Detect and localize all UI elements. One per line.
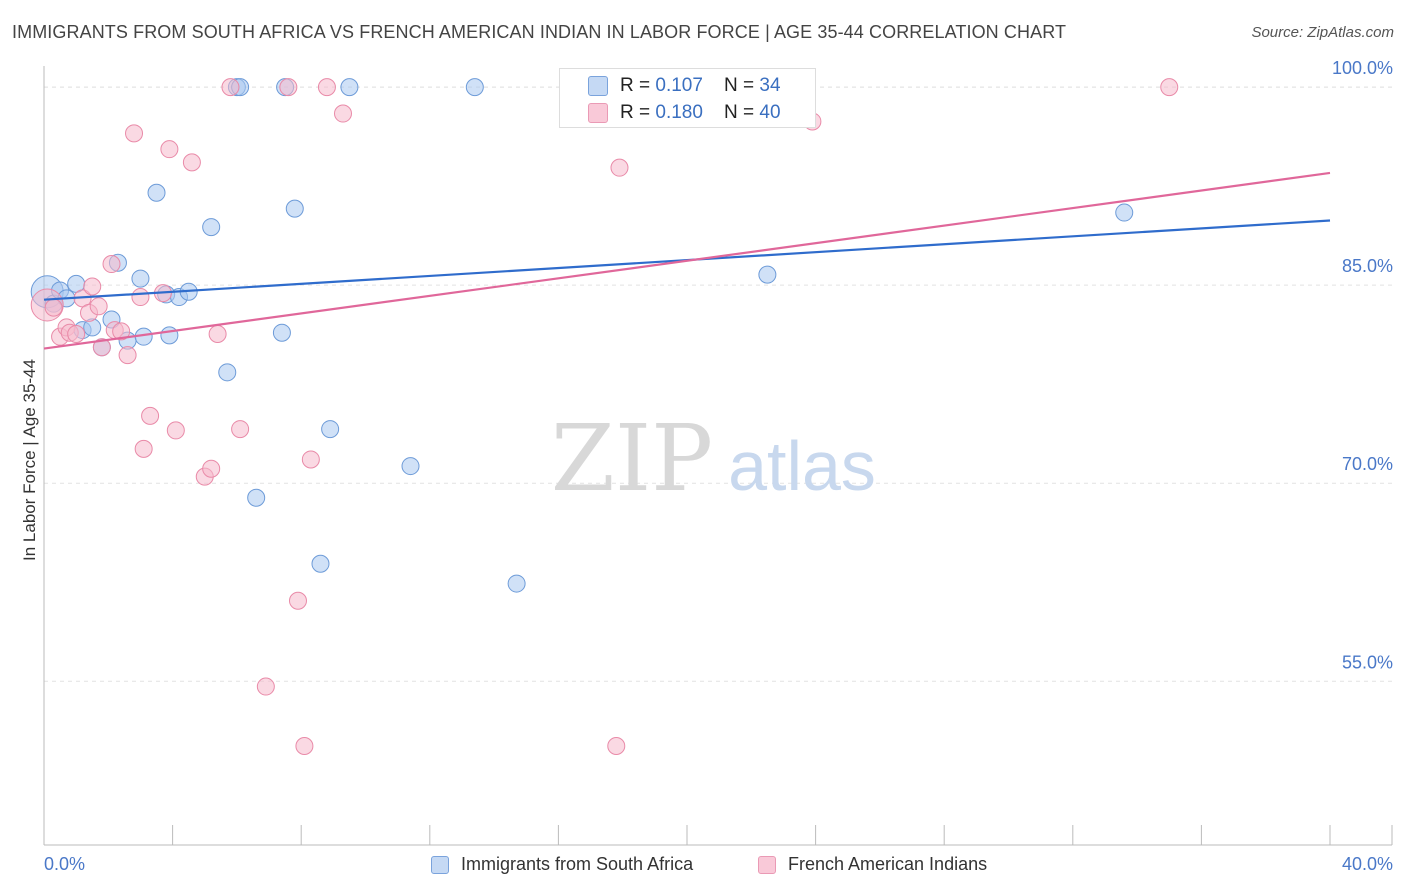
- pink-swatch: [588, 103, 608, 123]
- point-south-africa: [311, 554, 330, 573]
- axes: [43, 66, 1393, 846]
- point-french-american-indian: [182, 153, 201, 172]
- x-tick-label: 40.0%: [1342, 854, 1393, 874]
- legend-swatch-pink: [758, 855, 776, 874]
- n-label: N =: [724, 102, 760, 123]
- legend-item-south-africa[interactable]: Immigrants from South Africa: [431, 854, 693, 875]
- stats-legend: R = 0.107 N = 34 R = 0.180 N = 40: [559, 68, 816, 128]
- legend-item-french-american-indians[interactable]: French American Indians: [758, 854, 987, 875]
- point-south-africa: [131, 269, 150, 288]
- point-french-american-indian: [1160, 78, 1179, 97]
- watermark-atlas: atlas: [728, 427, 876, 505]
- point-south-africa: [465, 78, 484, 97]
- stats-text-pink: R = 0.180 N = 40: [620, 102, 781, 124]
- point-french-american-indian: [256, 677, 275, 696]
- point-french-american-indian: [102, 255, 121, 274]
- r-value: 0.180: [655, 102, 703, 123]
- trend-line-french-american-indians: [43, 171, 1331, 350]
- point-french-american-indian: [92, 338, 111, 357]
- point-french-american-indian: [607, 736, 626, 755]
- point-french-american-indian: [67, 325, 86, 344]
- point-south-africa: [758, 265, 777, 284]
- point-french-american-indian: [333, 104, 352, 123]
- point-south-africa: [285, 199, 304, 218]
- source-label: Source: ZipAtlas.com: [1251, 24, 1394, 41]
- y-tick-label: 100.0%: [1332, 58, 1393, 78]
- point-french-american-indian: [288, 591, 307, 610]
- tick-labels: 55.0% 70.0% 85.0% 100.0% 0.0% 40.0%: [44, 58, 1393, 874]
- y-tick-label: 70.0%: [1342, 454, 1393, 474]
- point-south-africa: [218, 363, 237, 382]
- point-south-africa: [160, 326, 179, 345]
- point-french-american-indian: [301, 450, 320, 469]
- point-french-american-indian: [134, 439, 153, 458]
- point-french-american-indian: [131, 288, 150, 307]
- data-points: [30, 78, 1179, 755]
- n-value: 34: [759, 75, 781, 96]
- point-french-american-indian: [610, 158, 629, 177]
- point-south-africa: [202, 218, 221, 237]
- point-french-american-indian: [44, 298, 63, 317]
- chart-title: IMMIGRANTS FROM SOUTH AFRICA VS FRENCH A…: [12, 22, 1067, 42]
- point-french-american-indian: [125, 124, 144, 143]
- point-south-africa: [272, 323, 291, 342]
- watermark: ZIP atlas: [551, 405, 876, 512]
- point-south-africa: [247, 488, 266, 507]
- point-south-africa: [147, 183, 166, 202]
- r-value: 0.107: [655, 75, 703, 96]
- bottom-legend: Immigrants from South Africa French Amer…: [0, 850, 1406, 880]
- point-french-american-indian: [221, 78, 240, 97]
- point-french-american-indian: [141, 406, 160, 425]
- point-french-american-indian: [112, 322, 131, 341]
- point-french-american-indian: [83, 277, 102, 296]
- watermark-zip: ZIP: [551, 405, 713, 512]
- point-french-american-indian: [160, 140, 179, 159]
- point-south-africa: [1115, 203, 1134, 222]
- stats-text-blue: R = 0.107 N = 34: [620, 75, 781, 97]
- legend-label-south-africa: Immigrants from South Africa: [461, 854, 694, 874]
- r-label: R =: [620, 102, 656, 123]
- point-french-american-indian: [279, 78, 298, 97]
- n-value: 40: [759, 102, 781, 123]
- point-french-american-indian: [202, 459, 221, 478]
- r-label: R =: [620, 75, 656, 96]
- point-french-american-indian: [118, 346, 137, 365]
- trend-lines: [43, 171, 1331, 350]
- point-south-africa: [401, 457, 420, 476]
- point-french-american-indian: [231, 420, 250, 439]
- blue-swatch: [588, 76, 608, 96]
- legend-swatch-blue: [431, 855, 449, 874]
- point-south-africa: [321, 420, 340, 439]
- legend-label-french-american-indians: French American Indians: [788, 854, 988, 874]
- grid-lines: [44, 86, 1392, 682]
- x-tick-label: 0.0%: [44, 854, 85, 874]
- y-tick-label: 55.0%: [1342, 652, 1393, 672]
- point-french-american-indian: [208, 325, 227, 344]
- point-french-american-indian: [317, 78, 336, 97]
- point-french-american-indian: [166, 421, 185, 440]
- point-south-africa: [507, 574, 526, 593]
- n-label: N =: [724, 75, 760, 96]
- y-tick-label: 85.0%: [1342, 256, 1393, 276]
- point-french-american-indian: [89, 297, 108, 316]
- point-french-american-indian: [295, 736, 314, 755]
- point-south-africa: [340, 78, 359, 97]
